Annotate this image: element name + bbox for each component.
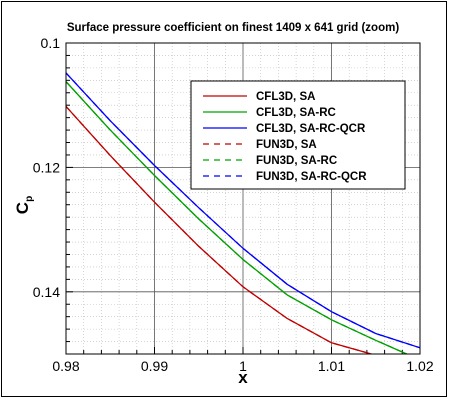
series-layer: [66, 72, 420, 354]
y-axis-label-main: C: [13, 202, 32, 214]
y-axis-label: Cp: [13, 196, 35, 214]
legend-label-cfl3d-sa: CFL3D, SA: [256, 91, 315, 103]
series-line-fun3d-sa: [66, 105, 372, 354]
plot-area-border: [65, 42, 421, 355]
x-axis-label: x: [238, 368, 248, 387]
y-tick-label: 0.1: [41, 35, 61, 51]
y-tick-label: 0.12: [33, 159, 60, 175]
legend-label-fun3d-sa-rc-qcr: FUN3D, SA-RC-QCR: [256, 171, 367, 183]
x-tick-label: 0.99: [141, 358, 168, 374]
x-tick-label: 1: [239, 358, 247, 374]
x-tick-label: 1.01: [318, 358, 345, 374]
chart-title: Surface pressure coefficient on finest 1…: [67, 22, 399, 34]
legend-label-cfl3d-sa-rc-qcr: CFL3D, SA-RC-QCR: [256, 123, 366, 135]
y-tick-label: 0.14: [33, 284, 60, 300]
y-tick-labels: 0.1 0.12 0.14: [33, 35, 60, 300]
legend-box: [190, 80, 406, 190]
legend-label-cfl3d-sa-rc: CFL3D, SA-RC: [256, 107, 336, 119]
series-line-fun3d-sa-rc-qcr: [66, 72, 420, 349]
y-axis-label-subscript: p: [24, 196, 35, 202]
x-tick-label: 0.98: [52, 358, 79, 374]
legend-label-fun3d-sa: FUN3D, SA: [256, 139, 317, 151]
x-tick-labels: 0.98 0.99 1 1.01 1.02: [52, 358, 433, 374]
legend-label-fun3d-sa-rc: FUN3D, SA-RC: [256, 155, 337, 167]
x-tick-label: 1.02: [406, 358, 433, 374]
legend: CFL3D, SA CFL3D, SA-RC CFL3D, SA-RC-QCR FUN…: [190, 80, 406, 190]
series-line-fun3d-sa-rc: [66, 81, 407, 354]
